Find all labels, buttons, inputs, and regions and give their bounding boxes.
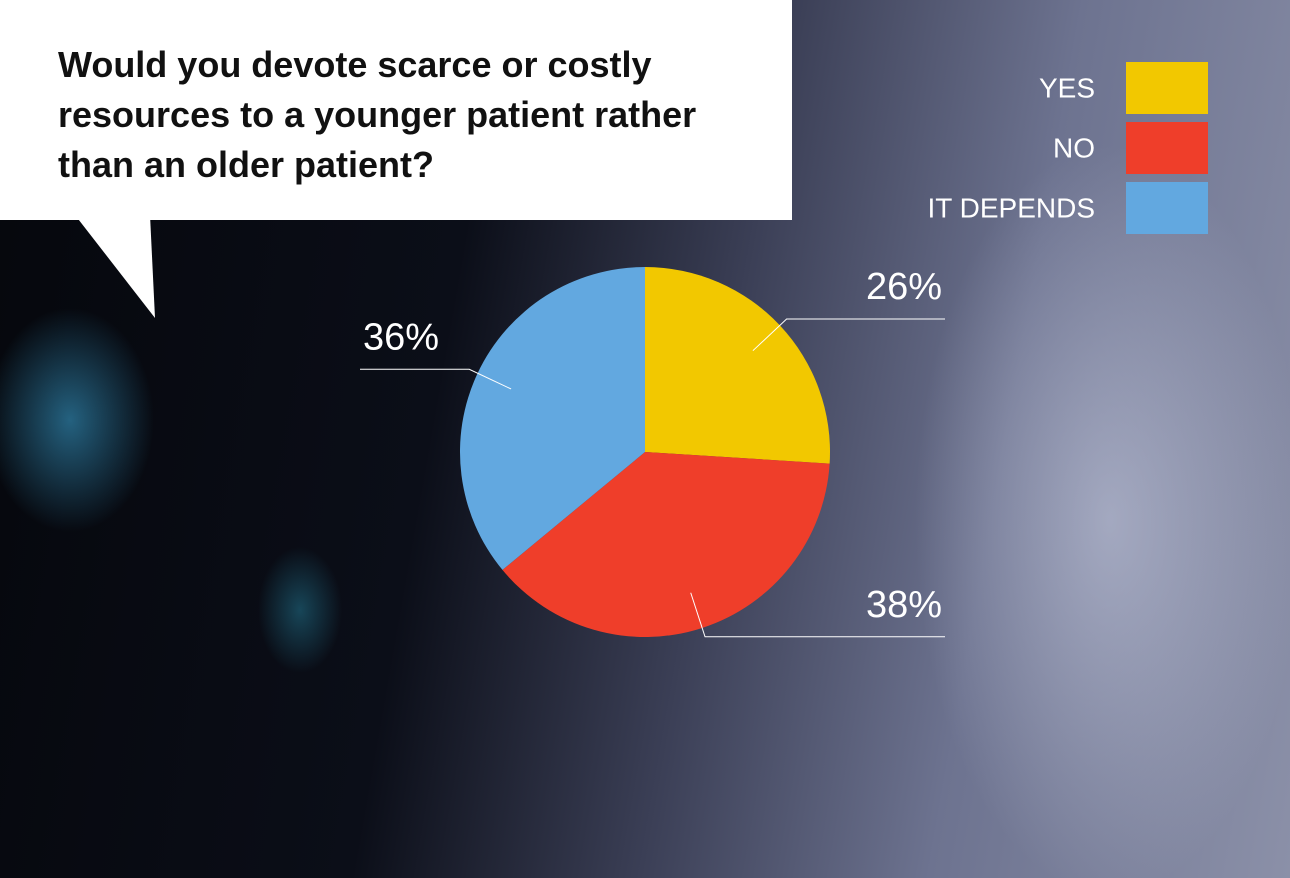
data-label: 26% [866, 266, 942, 308]
legend-swatch [1126, 122, 1208, 174]
leader-line [752, 318, 945, 352]
data-label: 38% [866, 584, 942, 626]
pie-slice [502, 452, 830, 638]
legend-swatch [1126, 182, 1208, 234]
legend-label: YES [1039, 72, 1095, 103]
leader-line [360, 368, 512, 390]
leader-line [690, 592, 945, 638]
pie-slice [459, 267, 645, 570]
bubble-tail [75, 215, 155, 318]
pie-slice [645, 267, 830, 464]
chart-title: Would you devote scarce or costly resour… [58, 44, 697, 185]
question-bubble [0, 0, 792, 220]
legend-swatch [1126, 62, 1208, 114]
legend-label: NO [1053, 132, 1095, 163]
data-label: 36% [363, 316, 439, 358]
legend-label: IT DEPENDS [927, 192, 1095, 223]
